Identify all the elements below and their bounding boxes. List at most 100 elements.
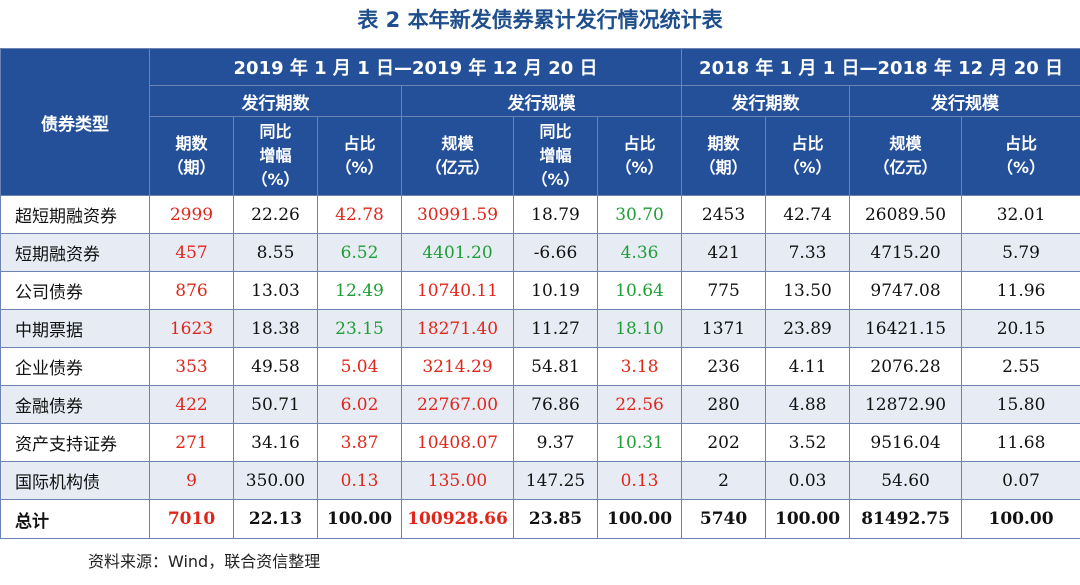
table-cell: 22767.00 bbox=[401, 385, 514, 424]
table-cell: 3214.29 bbox=[401, 347, 514, 386]
column-header-line: 期数 bbox=[707, 134, 740, 153]
table-cell: 26089.50 bbox=[849, 195, 963, 234]
table-cell: 0.07 bbox=[961, 461, 1080, 500]
table-cell: 271 bbox=[149, 423, 234, 462]
table-cell: 0.13 bbox=[317, 461, 402, 500]
table-cell: 12.49 bbox=[317, 271, 402, 310]
table-cell: 2 bbox=[681, 461, 767, 500]
table-cell: -6.66 bbox=[513, 233, 598, 272]
column-header-line: 同比 bbox=[539, 122, 572, 141]
table-cell: 22.13 bbox=[233, 499, 318, 539]
bond-type-name: 国际机构债 bbox=[0, 461, 150, 500]
table-cell: 7.33 bbox=[765, 233, 851, 272]
column-header-line: 占比 bbox=[1005, 134, 1038, 153]
table-cell: 3.18 bbox=[596, 347, 683, 386]
table-cell: 10740.11 bbox=[401, 271, 514, 310]
table-cell: 18.38 bbox=[233, 309, 318, 348]
table-cell: 13.03 bbox=[233, 271, 318, 310]
table-cell: 22.56 bbox=[596, 385, 683, 424]
table-row: 企业债券 353 49.58 5.04 3214.29 54.81 3.18 236 4.11 2… bbox=[0, 347, 1080, 386]
table-cell: 54.81 bbox=[513, 347, 598, 386]
bond-type-name: 总计 bbox=[0, 499, 150, 539]
bond-type-name: 企业债券 bbox=[0, 347, 150, 386]
column-header-line: 增幅 bbox=[259, 146, 292, 165]
table-cell: 280 bbox=[681, 385, 767, 424]
table-cell: 23.89 bbox=[765, 309, 851, 348]
period-2018-header: 2018 年 1 月 1 日—2018 年 12 月 20 日 bbox=[681, 48, 1080, 86]
table-cell: 100.00 bbox=[765, 499, 851, 539]
table-cell: 22.26 bbox=[233, 195, 318, 234]
table-cell: 50.71 bbox=[233, 385, 318, 424]
bond-type-name: 短期融资券 bbox=[0, 233, 150, 272]
column-header: 占比 （%） bbox=[961, 116, 1080, 196]
table-cell: 13.50 bbox=[765, 271, 851, 310]
table-cell: 236 bbox=[681, 347, 767, 386]
column-header-line: 占比 bbox=[791, 134, 824, 153]
column-header-line: （%） bbox=[531, 170, 580, 189]
table-cell: 135.00 bbox=[401, 461, 514, 500]
column-header-line: 规模 bbox=[889, 134, 922, 153]
column-header-line: 期数 bbox=[175, 134, 208, 153]
table-cell: 2453 bbox=[681, 195, 767, 234]
table-cell: 9.37 bbox=[513, 423, 598, 462]
table-cell: 100.00 bbox=[961, 499, 1080, 539]
total-row: 总计 7010 22.13 100.00 100928.66 23.85 100.00 574… bbox=[0, 499, 1080, 539]
bond-type-name: 资产支持证券 bbox=[0, 423, 150, 462]
table-cell: 4401.20 bbox=[401, 233, 514, 272]
table-row: 资产支持证券 271 34.16 3.87 10408.07 9.37 10.31 202 3.… bbox=[0, 423, 1080, 462]
table-cell: 876 bbox=[149, 271, 234, 310]
table-cell: 15.80 bbox=[961, 385, 1080, 424]
table-row: 中期票据 1623 18.38 23.15 18271.40 11.27 18.10 1371… bbox=[0, 309, 1080, 348]
table-cell: 23.85 bbox=[513, 499, 598, 539]
table-cell: 4.36 bbox=[596, 233, 683, 272]
column-header: 占比 （%） bbox=[765, 116, 851, 196]
table-cell: 81492.75 bbox=[849, 499, 963, 539]
table-cell: 10408.07 bbox=[401, 423, 514, 462]
column-header-line: （%） bbox=[615, 158, 664, 177]
table-cell: 10.31 bbox=[596, 423, 683, 462]
table-cell: 9747.08 bbox=[849, 271, 963, 310]
table-cell: 2999 bbox=[149, 195, 234, 234]
table-cell: 10.19 bbox=[513, 271, 598, 310]
table-row: 公司债券 876 13.03 12.49 10740.11 10.19 10.64 775 13… bbox=[0, 271, 1080, 310]
bond-type-header: 债券类型 bbox=[0, 48, 150, 196]
table-cell: 1371 bbox=[681, 309, 767, 348]
table-cell: 2.55 bbox=[961, 347, 1080, 386]
table-cell: 11.96 bbox=[961, 271, 1080, 310]
bond-type-name: 公司债券 bbox=[0, 271, 150, 310]
table-cell: 4715.20 bbox=[849, 233, 963, 272]
table-cell: 34.16 bbox=[233, 423, 318, 462]
table-cell: 32.01 bbox=[961, 195, 1080, 234]
table-row: 国际机构债 9 350.00 0.13 135.00 147.25 0.13 2 0.03 54.… bbox=[0, 461, 1080, 500]
table-cell: 7010 bbox=[149, 499, 234, 539]
table-cell: 350.00 bbox=[233, 461, 318, 500]
table-cell: 100.00 bbox=[596, 499, 683, 539]
table-cell: 6.52 bbox=[317, 233, 402, 272]
table-cell: 16421.15 bbox=[849, 309, 963, 348]
column-header: 同比 增幅 （%） bbox=[513, 116, 598, 196]
table-cell: 4.11 bbox=[765, 347, 851, 386]
table-cell: 4.88 bbox=[765, 385, 851, 424]
table-cell: 0.03 bbox=[765, 461, 851, 500]
issue-count-2018-header: 发行期数 bbox=[681, 85, 851, 117]
table-cell: 5740 bbox=[681, 499, 767, 539]
table-cell: 775 bbox=[681, 271, 767, 310]
column-header-line: 占比 bbox=[623, 134, 656, 153]
column-header: 期数 （期） bbox=[149, 116, 234, 196]
column-header: 占比 （%） bbox=[317, 116, 402, 196]
table-cell: 12872.90 bbox=[849, 385, 963, 424]
column-header: 规模 （亿元） bbox=[401, 116, 514, 196]
column-header: 同比 增幅 （%） bbox=[233, 116, 318, 196]
table-row: 金融债券 422 50.71 6.02 22767.00 76.86 22.56 280 4.8… bbox=[0, 385, 1080, 424]
table-cell: 11.27 bbox=[513, 309, 598, 348]
bond-type-name: 金融债券 bbox=[0, 385, 150, 424]
table-cell: 5.04 bbox=[317, 347, 402, 386]
table-cell: 457 bbox=[149, 233, 234, 272]
table-cell: 1623 bbox=[149, 309, 234, 348]
table-cell: 30.70 bbox=[596, 195, 683, 234]
column-header-line: （%） bbox=[997, 158, 1046, 177]
table-cell: 9516.04 bbox=[849, 423, 963, 462]
column-header-line: （亿元） bbox=[425, 158, 490, 177]
table-title: 表 2 本年新发债券累计发行情况统计表 bbox=[357, 8, 723, 32]
table-cell: 76.86 bbox=[513, 385, 598, 424]
